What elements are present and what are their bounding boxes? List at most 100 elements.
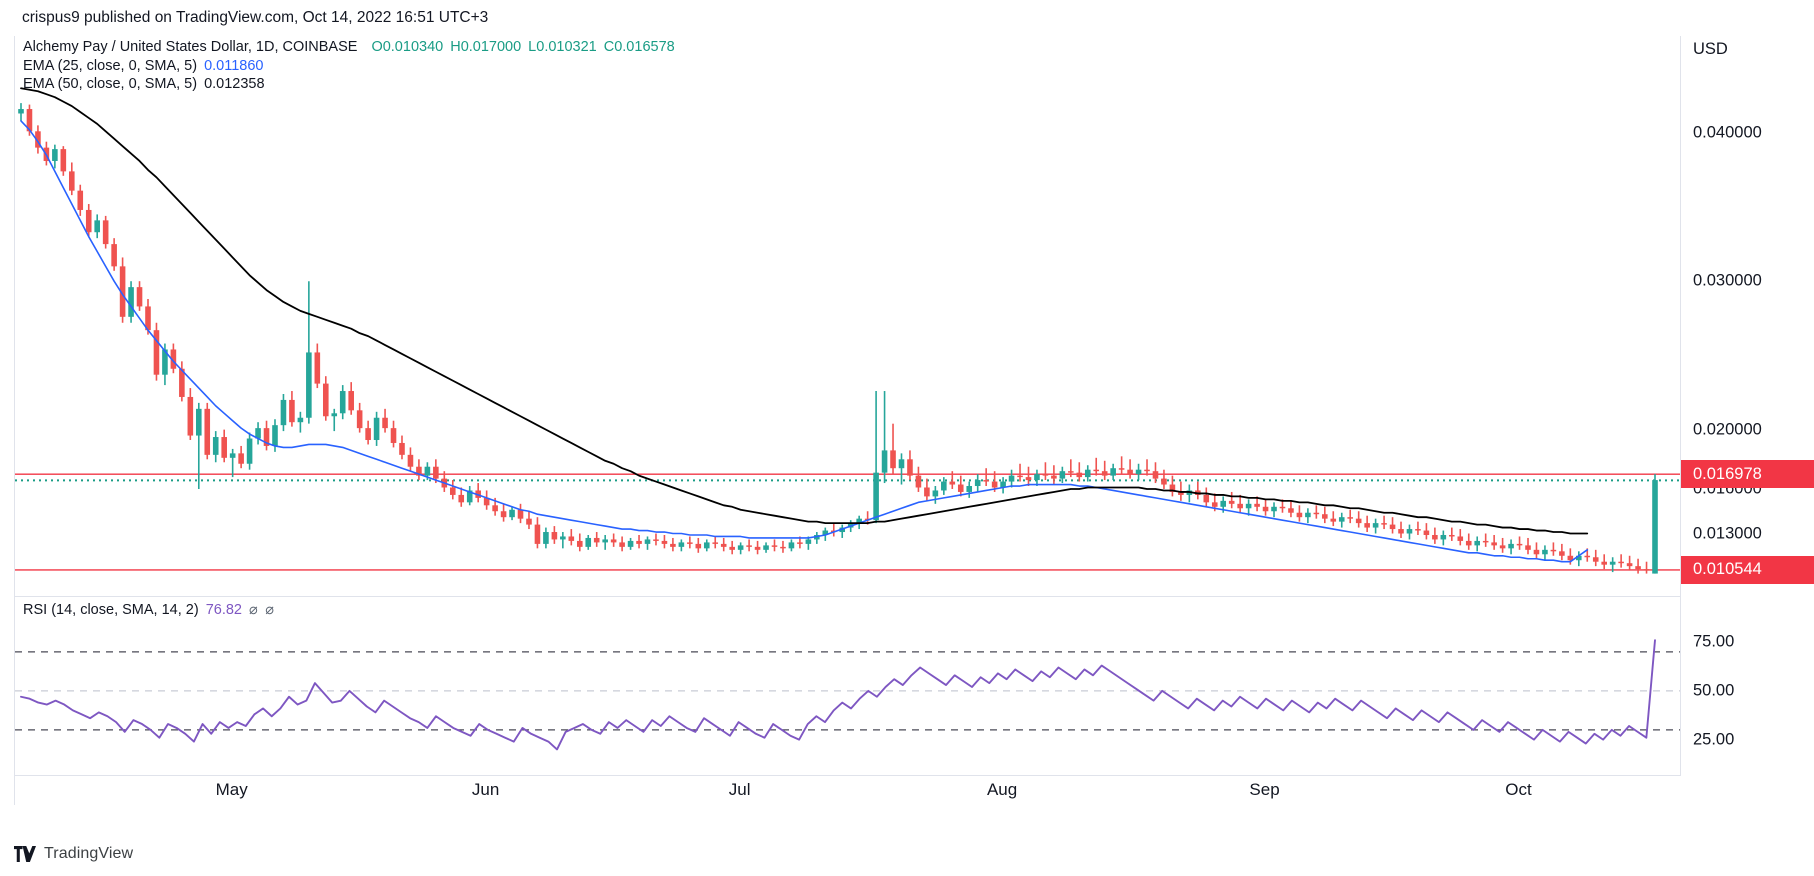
candle-body [712,542,719,544]
candle-body [568,536,575,541]
candle-body [1381,523,1387,525]
candle-body [560,536,566,540]
candle-body [797,542,803,544]
rsi-axis-tick: 50.00 [1693,681,1735,700]
candle-body [703,542,710,549]
price-axis-tick: 0.013000 [1693,524,1762,542]
candle-body [644,539,651,544]
candle-body [1034,474,1040,481]
candle-body [771,545,778,547]
time-axis-divider [15,775,1681,776]
candle-body [1262,506,1269,512]
tradingview-watermark: TradingView [14,845,133,863]
candle-body [873,472,879,521]
candle-body [1178,491,1184,495]
candle-body [1271,506,1277,512]
candle-body [52,149,58,161]
candle-body [898,459,905,469]
candle-body [949,481,956,485]
candle-body [1389,524,1396,530]
candle-body [627,540,634,547]
candle-body [416,466,422,476]
tradingview-brand-text: TradingView [44,845,134,862]
candle-body [551,532,558,540]
time-axis-label: Jun [471,780,500,799]
candle-body [729,546,735,550]
candle-body [1406,529,1413,534]
candle-body [737,545,744,550]
candle-body [1296,512,1303,518]
candle-body [1440,534,1447,540]
candle-body [881,450,888,473]
candle-body [932,490,939,497]
candle-body [1457,536,1464,541]
candle-body [1220,500,1227,507]
candle-body [941,481,947,491]
candle-body [1643,569,1650,571]
candle-body [500,511,507,518]
rsi-pane[interactable] [15,597,1681,775]
candle-body [687,542,693,544]
price-axis-currency: USD [1693,40,1728,58]
candle-body [449,487,456,495]
candle-body [695,543,702,549]
attribution-bar: crispus9 published on TradingView.com, O… [0,0,1814,36]
candle-body [1245,503,1252,509]
candle-body [119,266,126,317]
candle-body [1449,534,1455,537]
time-axis-label: Aug [986,780,1018,799]
candle-body [543,532,549,544]
rsi-axis[interactable]: 75.00 50.00 25.00 [1680,597,1814,775]
candle-body [356,410,363,429]
candle-body [1279,506,1286,509]
candle-body [204,408,211,455]
candle-body [221,437,227,458]
last-price-badge[interactable]: 0.016978 [1681,460,1814,489]
price-pane[interactable] [15,36,1681,596]
price-chart-canvas [15,87,1681,574]
candle-body [1508,543,1514,549]
candle-body [1559,551,1565,556]
candle-body [890,450,896,469]
candle-body [924,487,930,497]
candle-body [85,209,92,233]
candle-body [670,543,676,547]
candle-body [373,417,380,441]
candle-body [678,542,685,547]
candle-body [69,171,75,191]
candle-body [26,109,33,132]
support-price-badge[interactable]: 0.010544 [1681,555,1814,584]
candle-body [1118,468,1125,470]
candle-body [1169,484,1176,492]
candle-body [195,408,202,436]
candle-body [1254,503,1260,507]
candle-body [1076,472,1083,478]
candle-body [1068,471,1074,473]
candle-body [170,349,177,369]
candle-body [1491,542,1497,546]
candle-body [1567,555,1574,561]
candle-body [1372,523,1379,528]
candle-body [1051,475,1057,479]
time-axis-label: Jul [728,780,751,799]
candle-body [1364,523,1370,528]
candle-body [1432,534,1438,540]
candle-body [1550,549,1557,552]
candle-body [1626,563,1633,567]
rsi-axis-tick: 75.00 [1693,632,1735,651]
candle-body [509,509,515,518]
candle-body [1609,561,1616,565]
overlay-ema-50 [20,87,1589,535]
price-axis[interactable]: USD 0.040000 0.030000 0.020000 0.016000 0.01… [1680,36,1814,596]
candle-body [102,220,109,245]
candle-body [610,539,617,543]
candle-body [1228,500,1235,504]
candle-body [1465,540,1472,546]
candle-body [653,539,659,541]
time-axis-label: Oct [1505,780,1532,799]
candle-body [272,425,278,446]
candle-body [619,542,625,547]
candle-body [77,190,84,210]
candle-body [314,352,321,384]
time-axis[interactable]: May Jun Jul Aug Sep Oct [14,776,1680,808]
